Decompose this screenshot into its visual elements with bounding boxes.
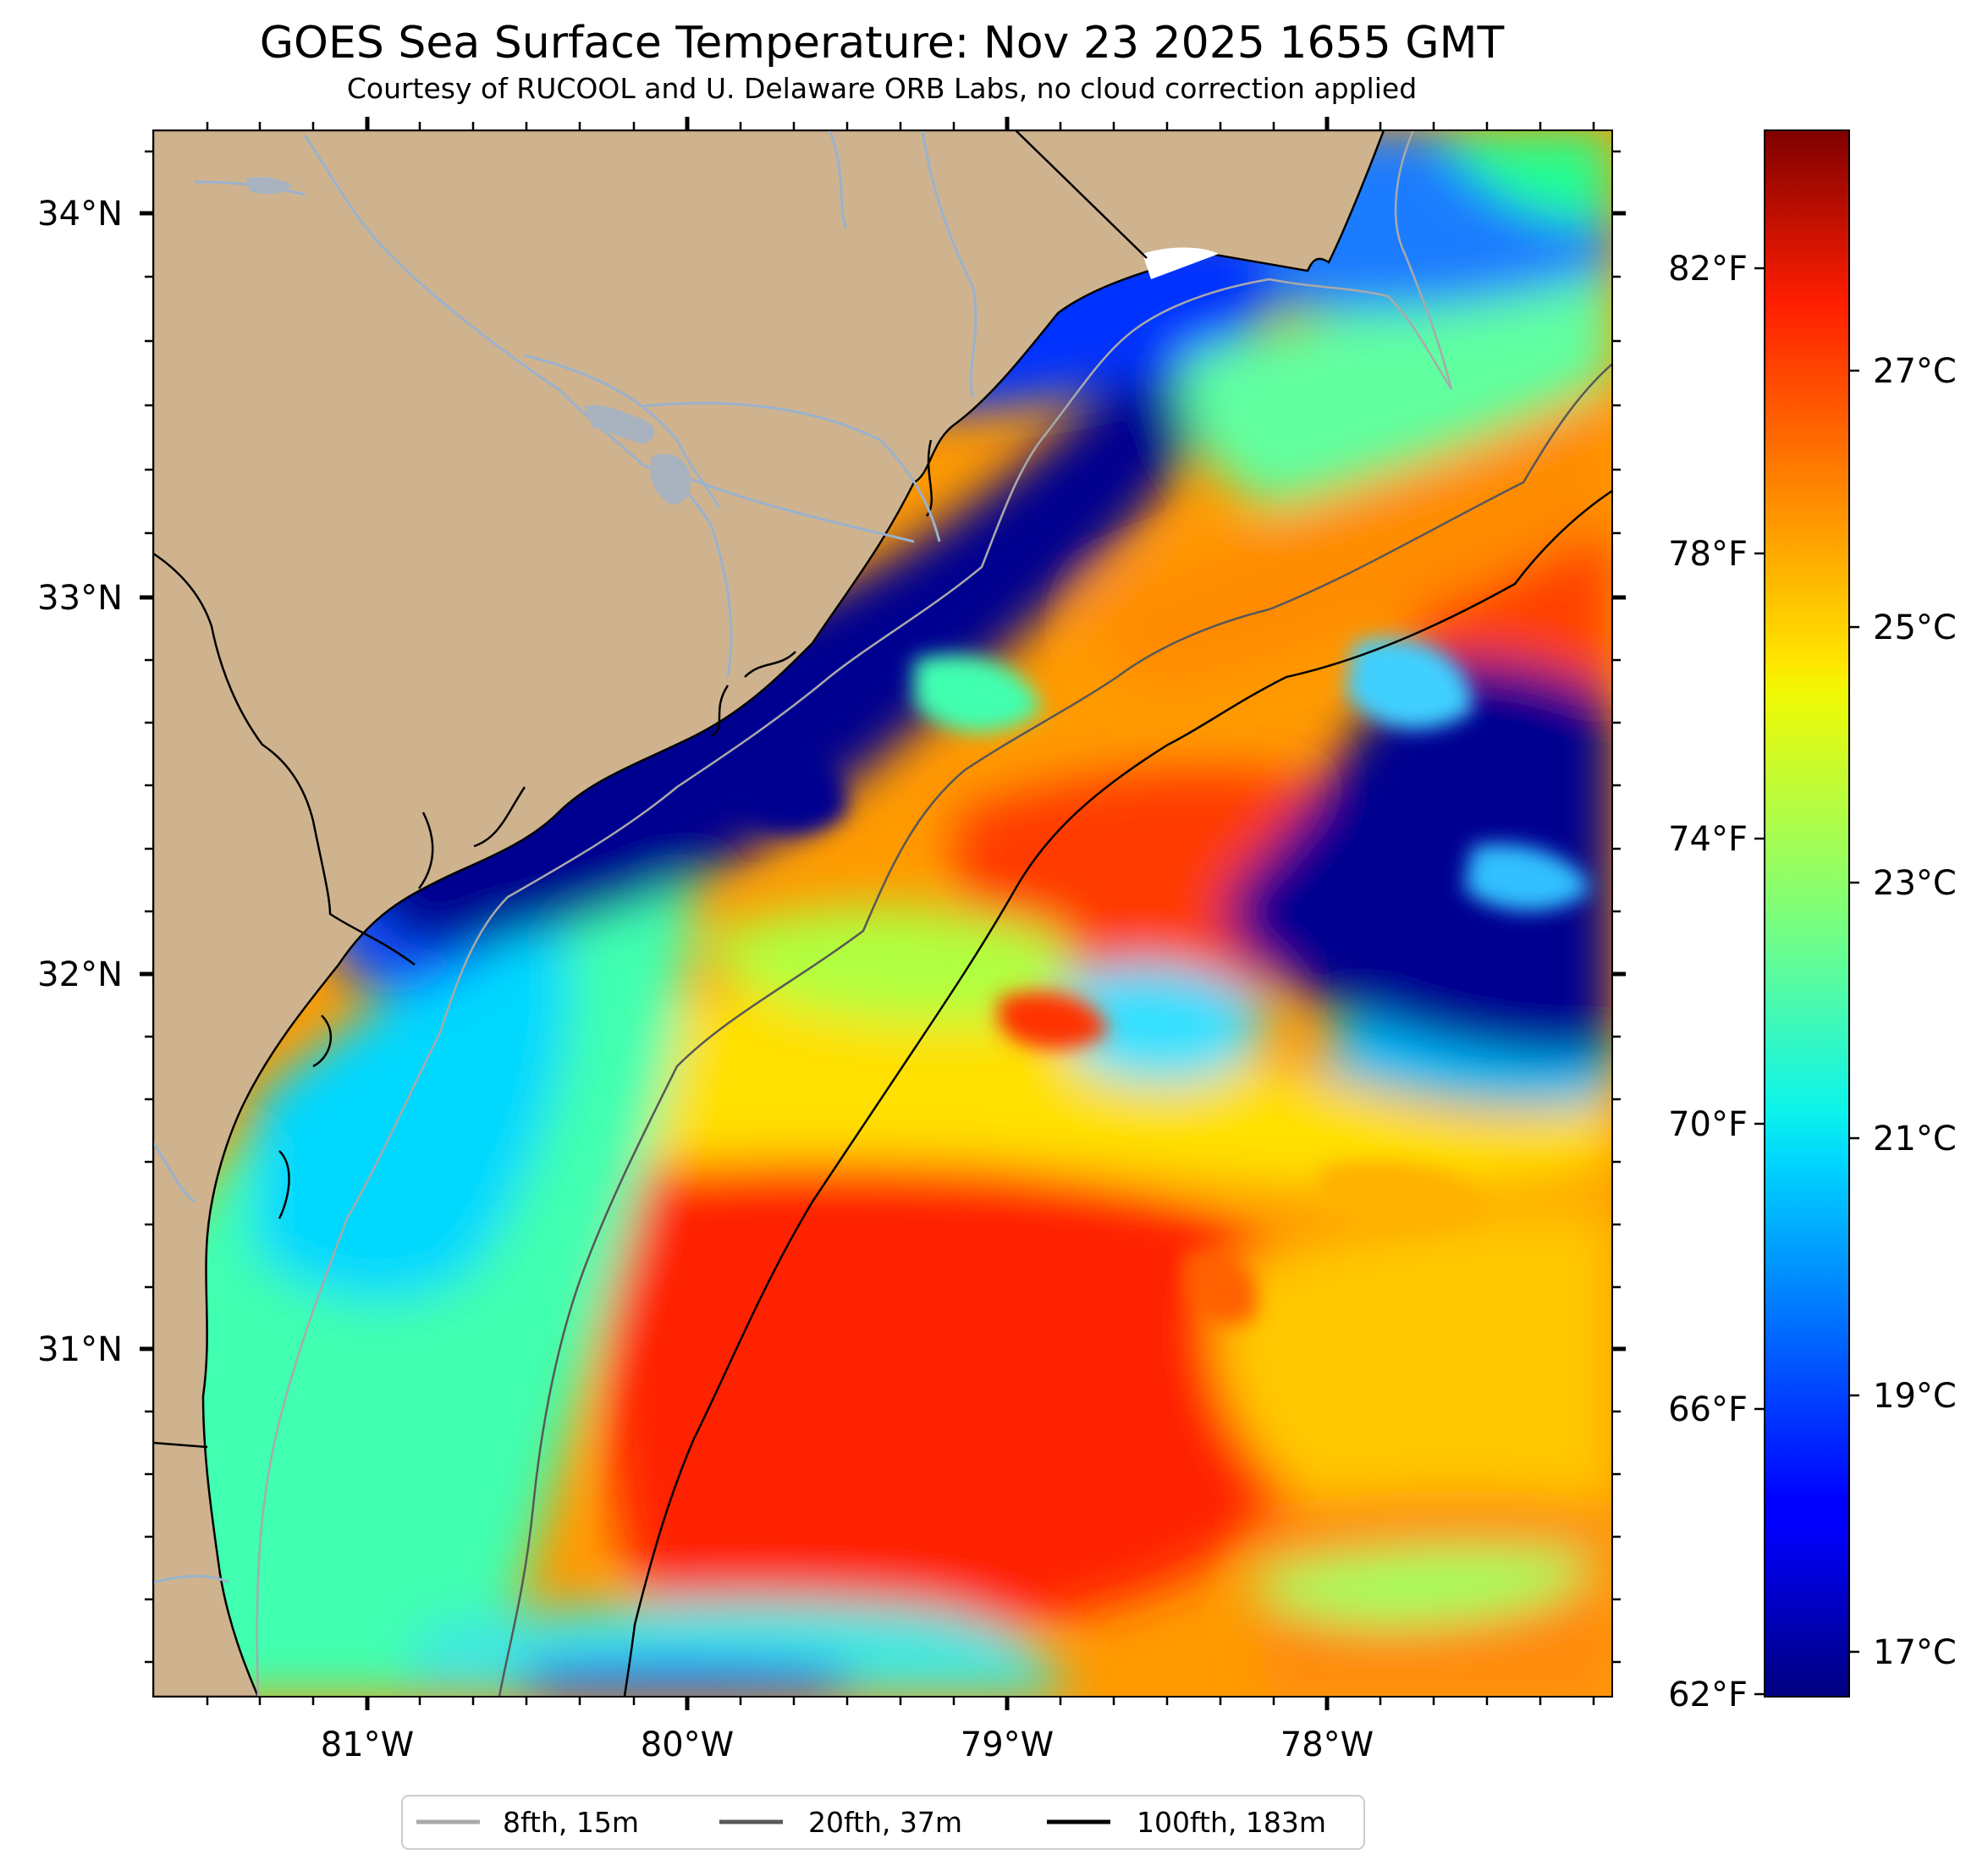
lat-tick-label: 33°N [37, 579, 123, 618]
sst-detail [736, 638, 1591, 1325]
lon-tick-label: 80°W [641, 1725, 734, 1764]
lon-tick-label: 78°W [1280, 1725, 1374, 1764]
state-border [1015, 130, 1148, 259]
nodata-fringe [1143, 247, 1219, 279]
map-frame [152, 129, 1613, 1698]
state-border [153, 552, 416, 966]
celsius-tick-label: 21°C [1873, 1120, 1957, 1158]
lat-tick-label: 32°N [37, 955, 123, 994]
fahrenheit-tick-label: 74°F [1668, 820, 1748, 859]
legend-label-8fth: 8fth, 15m [503, 1806, 639, 1839]
fahrenheit-tick-label: 66°F [1668, 1390, 1748, 1429]
isobath-8fth [1394, 130, 1453, 390]
colorbar-gradient [1764, 129, 1850, 1698]
fahrenheit-tick-label: 70°F [1668, 1105, 1748, 1144]
figure-subtitle: Courtesy of RUCOOL and U. Delaware ORB L… [347, 72, 1417, 105]
fahrenheit-tick-label: 62°F [1668, 1676, 1748, 1714]
map-ticks [140, 117, 1626, 1710]
sst-map [153, 130, 1612, 1697]
lon-tick-label: 79°W [961, 1725, 1054, 1764]
lon-tick-label: 81°W [321, 1725, 414, 1764]
isobath-20fth [498, 363, 1612, 1697]
state-border [153, 1441, 208, 1449]
coast-inlets [278, 439, 933, 1219]
figure-title: GOES Sea Surface Temperature: Nov 23 202… [260, 18, 1505, 69]
lat-tick-label: 34°N [37, 195, 123, 234]
celsius-tick-label: 23°C [1873, 864, 1957, 903]
legend: 8fth, 15m 20fth, 37m 100fth, 183m [401, 1795, 1365, 1850]
celsius-tick-label: 27°C [1873, 352, 1957, 391]
lake [584, 404, 655, 444]
celsius-tick-label: 17°C [1873, 1633, 1957, 1672]
isobath-100fth [623, 489, 1612, 1697]
rivers [153, 130, 977, 1584]
lake [245, 177, 292, 195]
legend-box [401, 1795, 1365, 1850]
celsius-tick-label: 19°C [1873, 1377, 1957, 1416]
colorbar-ticks [1754, 267, 1859, 1696]
isobath-8fth [256, 278, 1453, 1697]
fahrenheit-tick-label: 78°F [1668, 535, 1748, 574]
lat-tick-label: 31°N [37, 1330, 123, 1369]
celsius-tick-label: 25°C [1873, 608, 1957, 647]
fahrenheit-tick-label: 82°F [1668, 250, 1748, 289]
map-minor-ticks [145, 122, 1621, 1705]
land [153, 130, 1385, 1697]
legend-label-20fth: 20fth, 37m [808, 1806, 962, 1839]
colorbar: 82°F 78°F 74°F 70°F 66°F 62°F 27°C 25°C … [1668, 129, 1957, 1714]
lake [650, 454, 691, 504]
legend-label-100fth: 100fth, 183m [1137, 1806, 1326, 1839]
